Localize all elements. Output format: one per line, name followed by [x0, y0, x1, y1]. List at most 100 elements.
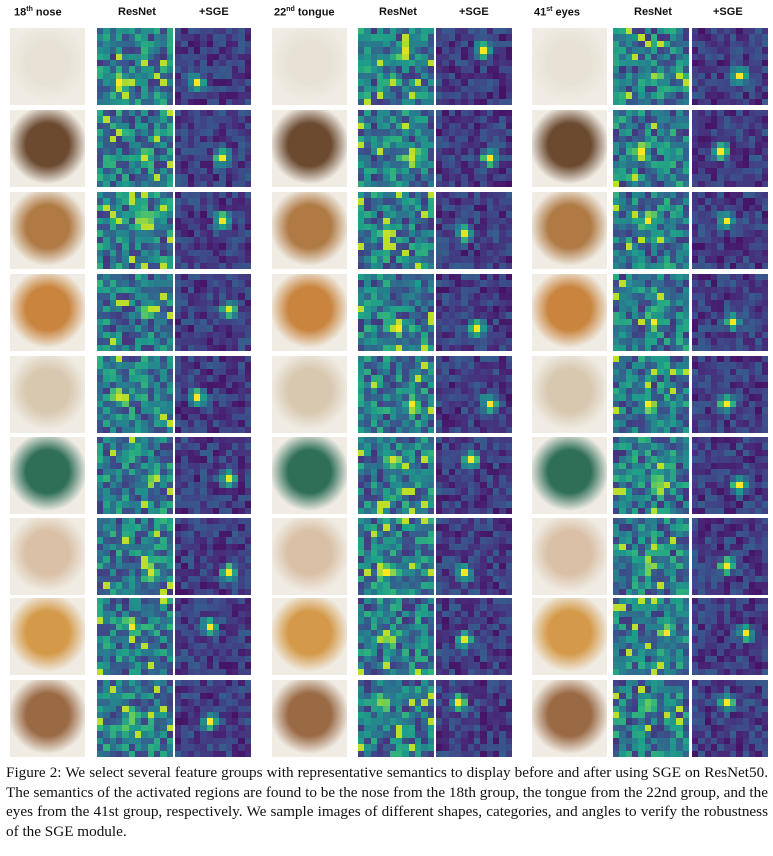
heatmap-cell — [723, 92, 730, 99]
heatmap-cell — [135, 501, 142, 508]
heatmap-cell — [638, 368, 645, 376]
dog-photo — [10, 192, 85, 269]
heatmap-cell — [698, 174, 705, 181]
heatmap-cell — [467, 407, 474, 414]
heatmap-cell — [427, 204, 434, 212]
heatmap-cell — [448, 488, 455, 495]
heatmap-cell — [232, 299, 239, 307]
heatmap-cell — [755, 167, 762, 175]
heatmap-cell — [448, 318, 455, 326]
heatmap-cell — [749, 148, 756, 155]
heatmap-cell — [200, 211, 207, 218]
heatmap-cell — [682, 356, 689, 363]
heatmap-cell — [480, 211, 487, 218]
heatmap-cell — [225, 286, 232, 294]
heatmap-cell — [166, 192, 173, 199]
heatmap-cell — [187, 388, 194, 395]
heatmap-cell — [408, 331, 415, 339]
heatmap-cell — [213, 449, 220, 457]
heatmap-cell — [698, 262, 705, 269]
heatmap-cell — [181, 381, 188, 389]
heatmap-cell — [109, 72, 116, 80]
heatmap-cell — [377, 66, 384, 73]
heatmap-cell — [505, 381, 512, 389]
heatmap-cell — [383, 204, 390, 212]
heatmap-cell — [109, 443, 116, 450]
heatmap-resnet — [613, 356, 689, 433]
heatmap-cell — [730, 116, 737, 123]
heatmap-sge — [692, 274, 768, 351]
heatmap-cell — [742, 148, 749, 155]
heatmap-cell — [383, 368, 390, 376]
heatmap-cell — [181, 325, 188, 332]
heatmap-cell — [103, 236, 110, 244]
heatmap-cell — [493, 400, 500, 408]
heatmap-cell — [370, 148, 377, 155]
heatmap-cell — [364, 306, 371, 313]
heatmap-cell — [421, 256, 428, 263]
heatmap-cell — [175, 426, 182, 433]
heatmap-cell — [505, 180, 512, 187]
heatmap-cell — [505, 437, 512, 444]
heatmap-cell — [698, 53, 705, 61]
heatmap-cell — [474, 274, 481, 281]
heatmap-cell — [116, 122, 123, 130]
heatmap-cell — [160, 154, 167, 162]
heatmap-cell — [97, 325, 104, 332]
heatmap-cell — [448, 507, 455, 514]
heatmap-cell — [480, 488, 487, 495]
heatmap-cell — [742, 274, 749, 281]
heatmap-cell — [187, 299, 194, 307]
heatmap-cell — [187, 174, 194, 181]
heatmap-cell — [717, 344, 724, 351]
dog-photo — [272, 356, 347, 433]
heatmap-cell — [232, 394, 239, 401]
heatmap-cell — [154, 167, 161, 175]
heatmap-cell — [632, 98, 639, 105]
heatmap-cell — [194, 28, 201, 35]
heatmap-cell — [755, 92, 762, 99]
heatmap-cell — [663, 85, 670, 93]
heatmap-cell — [377, 293, 384, 300]
heatmap-cell — [219, 413, 226, 421]
heatmap-cell — [421, 420, 428, 427]
heatmap-cell — [749, 60, 756, 67]
heatmap-cell — [742, 388, 749, 395]
heatmap-cell — [232, 293, 239, 300]
heatmap-cell — [723, 167, 730, 175]
heatmap-cell — [613, 211, 620, 218]
heatmap-cell — [474, 230, 481, 237]
heatmap-cell — [147, 449, 154, 457]
heatmap-cell — [676, 449, 683, 457]
heatmap-cell — [736, 312, 743, 319]
heatmap-cell — [711, 198, 718, 205]
heatmap-cell — [505, 122, 512, 130]
heatmap-cell — [755, 407, 762, 414]
heatmap-cell — [625, 262, 632, 269]
heatmap-cell — [651, 116, 658, 123]
heatmap-cell — [225, 356, 232, 363]
heatmap-cell — [200, 356, 207, 363]
heatmap-cell — [160, 356, 167, 363]
heatmap-cell — [632, 437, 639, 444]
heatmap-cell — [219, 236, 226, 244]
heatmap-cell — [692, 85, 699, 93]
heatmap-cell — [698, 249, 705, 257]
heatmap-cell — [187, 293, 194, 300]
heatmap-cell — [128, 318, 135, 326]
heatmap-cell — [103, 456, 110, 463]
heatmap-cell — [480, 426, 487, 433]
heatmap-cell — [181, 344, 188, 351]
heatmap-cell — [194, 98, 201, 105]
heatmap-cell — [383, 28, 390, 35]
heatmap-cell — [704, 280, 711, 287]
heatmap-cell — [474, 325, 481, 332]
heatmap-cell — [383, 154, 390, 162]
heatmap-cell — [663, 249, 670, 257]
heatmap-cell — [122, 92, 129, 99]
heatmap-cell — [505, 249, 512, 257]
heatmap-cell — [499, 443, 506, 450]
heatmap-cell — [116, 72, 123, 80]
heatmap-cell — [717, 331, 724, 339]
heatmap-cell — [704, 331, 711, 339]
